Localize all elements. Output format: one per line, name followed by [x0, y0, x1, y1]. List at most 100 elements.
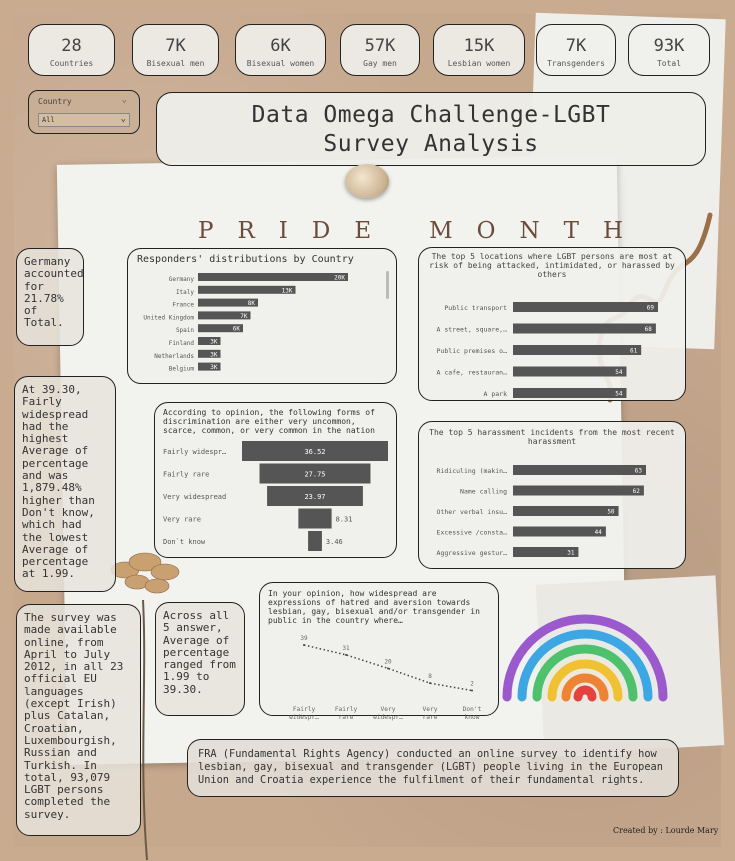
bar: [513, 366, 627, 377]
data-point: [471, 689, 473, 692]
kpi-bisexual-men: 7K Bisexual men: [132, 24, 219, 76]
data-label: 3K: [210, 351, 218, 358]
data-label: 20K: [334, 275, 345, 282]
data-label: 8.31: [336, 516, 353, 524]
bar: [513, 388, 627, 398]
country-filter[interactable]: Country ⌄ All ⌄: [28, 90, 140, 134]
x-tick-label: rare: [423, 714, 438, 721]
category-label: Netherlands: [154, 353, 194, 360]
data-label: 54: [615, 369, 623, 376]
range-insight-text: Across all 5 answer, Average of percenta…: [163, 609, 236, 696]
category-label: Name calling: [460, 488, 507, 496]
data-label: 27.75: [304, 471, 325, 479]
category-label: United Kingdom: [143, 314, 194, 321]
data-label: 3.46: [326, 538, 343, 546]
category-label: Italy: [176, 289, 194, 296]
kpi-label: Total: [656, 59, 682, 68]
x-tick-label: widespr…: [373, 714, 403, 721]
locations-chart-card: The top 5 locations where LGBT persons a…: [418, 247, 686, 401]
chart-title: According to opinion, the following form…: [163, 408, 375, 435]
country-select-value: All: [42, 116, 55, 124]
filter-label: Country: [38, 97, 72, 106]
category-label: Public premises o…: [437, 347, 508, 355]
bar: [513, 485, 644, 496]
kpi-gay-men: 57K Gay men: [340, 24, 420, 76]
kpi-bisexual-women: 6K Bisexual women: [235, 24, 326, 76]
bar: [513, 506, 619, 516]
chart-title: The top 5 locations where LGBT persons a…: [429, 252, 675, 279]
hatred-chart-card: In your opinion, how widespread are expr…: [259, 582, 499, 721]
kpi-lesbian-women: 15K Lesbian women: [433, 24, 525, 76]
data-label: 62: [633, 488, 641, 495]
survey-info-card: The survey was made available online, fr…: [16, 604, 141, 836]
kpi-countries: 28 Countries: [28, 24, 115, 76]
kpi-value: 7K: [565, 36, 587, 56]
data-label: 7K: [240, 313, 248, 320]
category-label: A street, square,…: [437, 326, 508, 334]
x-tick-label: Don't: [463, 706, 482, 713]
chevron-down-icon[interactable]: ⌄: [121, 95, 127, 105]
category-label: Aggressive gestur…: [437, 549, 508, 557]
bar: [198, 337, 221, 345]
category-label: Fairly widespr…: [163, 448, 226, 456]
chart-title: Responders' distributions by Country: [137, 254, 354, 265]
data-label: 2: [470, 681, 474, 688]
data-label: 61: [630, 348, 638, 355]
dried-flower-decoration: [110, 552, 180, 860]
bar: [198, 349, 221, 358]
category-label: Fairly rare: [163, 471, 209, 479]
bar: [198, 273, 348, 281]
data-point: [345, 653, 347, 656]
discrimination-funnel-chart: Fairly widespr… 36.52 Fairly rare 27.75 Very…: [163, 441, 388, 551]
kpi-label: Lesbian women: [447, 59, 511, 68]
data-point: [387, 667, 389, 670]
bar: [198, 285, 296, 294]
fra-description-card: FRA (Fundamental Rights Agency) conducte…: [187, 739, 679, 797]
bar: [259, 463, 371, 484]
chart-title: In your opinion, how widespread are expr…: [268, 589, 480, 625]
kpi-label: Countries: [49, 59, 94, 68]
data-label: 31: [342, 645, 350, 652]
x-tick-label: Fairly: [293, 706, 316, 713]
data-label: 20: [384, 658, 392, 665]
kpi-value: 28: [61, 36, 82, 56]
chevron-down-icon[interactable]: ⌄: [120, 114, 126, 124]
category-label: A cafe, restauran…: [437, 369, 508, 377]
kpi-total: 93K Total: [628, 24, 710, 76]
data-label: 69: [647, 305, 655, 312]
x-tick-label: Very: [381, 706, 396, 713]
bar: [198, 311, 251, 320]
pride-month-heading: PRIDE MONTH: [198, 218, 647, 244]
data-label: 8K: [248, 300, 256, 307]
category-label: France: [172, 302, 194, 309]
data-label: 50: [607, 509, 615, 516]
x-tick-label: know: [465, 714, 480, 721]
locations-bar-chart: Public transport 69 A street, square,… 68 Pu…: [437, 302, 658, 398]
data-label: 23.97: [304, 493, 325, 501]
data-label: 36.52: [304, 448, 325, 456]
data-label: 3K: [210, 339, 218, 346]
title-line-1: Data Omega Challenge-LGBT: [251, 102, 611, 128]
rainbow-decoration: [502, 614, 668, 702]
bar: [198, 362, 221, 371]
pride-word: PRIDE: [198, 218, 396, 244]
bar: [513, 547, 579, 557]
kpi-value: 93K: [653, 36, 685, 56]
kpi-transgenders: 7K Transgenders: [536, 24, 616, 76]
scrollbar[interactable]: [386, 271, 389, 299]
category-label: Excessive /consta…: [437, 529, 508, 537]
country-select[interactable]: All ⌄: [38, 113, 130, 127]
discrimination-chart-card: According to opinion, the following form…: [154, 402, 397, 558]
x-tick-label: rare: [339, 714, 354, 721]
country-chart-card: Responders' distributions by Country Ger…: [127, 248, 397, 384]
category-label: Ridiculing (makin…: [437, 467, 508, 475]
bar: [198, 324, 243, 333]
hatred-line-chart: 39312082Fairlywidespr…FairlyrareVerywide…: [289, 635, 482, 721]
kpi-label: Bisexual women: [246, 59, 315, 68]
x-tick-label: Fairly: [335, 706, 358, 713]
data-label: 54: [615, 391, 623, 398]
data-point: [303, 644, 305, 646]
x-tick-label: Very: [423, 706, 438, 713]
bar: [513, 323, 656, 334]
x-tick-label: widespr…: [289, 714, 319, 721]
